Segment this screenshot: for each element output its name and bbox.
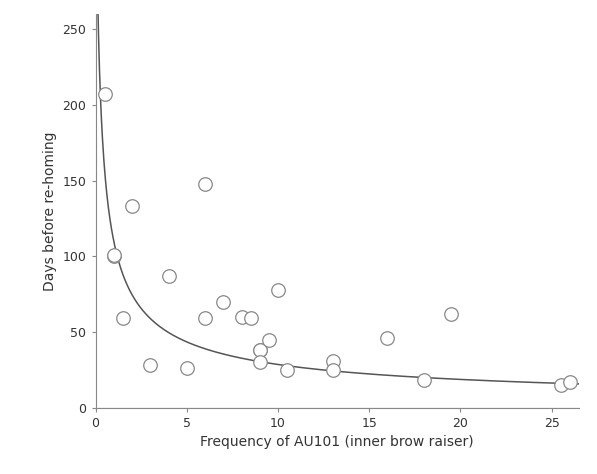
Point <box>328 357 337 365</box>
Point <box>447 310 456 318</box>
Point <box>182 365 192 372</box>
Point <box>200 180 210 188</box>
Point <box>109 253 119 260</box>
Point <box>273 286 283 293</box>
Point <box>146 362 155 369</box>
Point <box>109 251 119 259</box>
Point <box>164 272 173 280</box>
Point <box>556 381 565 389</box>
Point <box>237 313 247 320</box>
Point <box>565 378 575 386</box>
X-axis label: Frequency of AU101 (inner brow raiser): Frequency of AU101 (inner brow raiser) <box>201 435 474 449</box>
Point <box>255 346 264 354</box>
Point <box>246 315 256 322</box>
Point <box>255 346 264 354</box>
Point <box>118 315 128 322</box>
Point <box>383 334 392 342</box>
Point <box>255 358 264 366</box>
Point <box>328 366 337 374</box>
Point <box>419 377 429 384</box>
Point <box>100 91 109 98</box>
Point <box>127 202 137 210</box>
Point <box>264 336 273 343</box>
Point <box>219 298 228 306</box>
Point <box>200 315 210 322</box>
Point <box>282 366 292 374</box>
Y-axis label: Days before re-homing: Days before re-homing <box>43 131 57 291</box>
